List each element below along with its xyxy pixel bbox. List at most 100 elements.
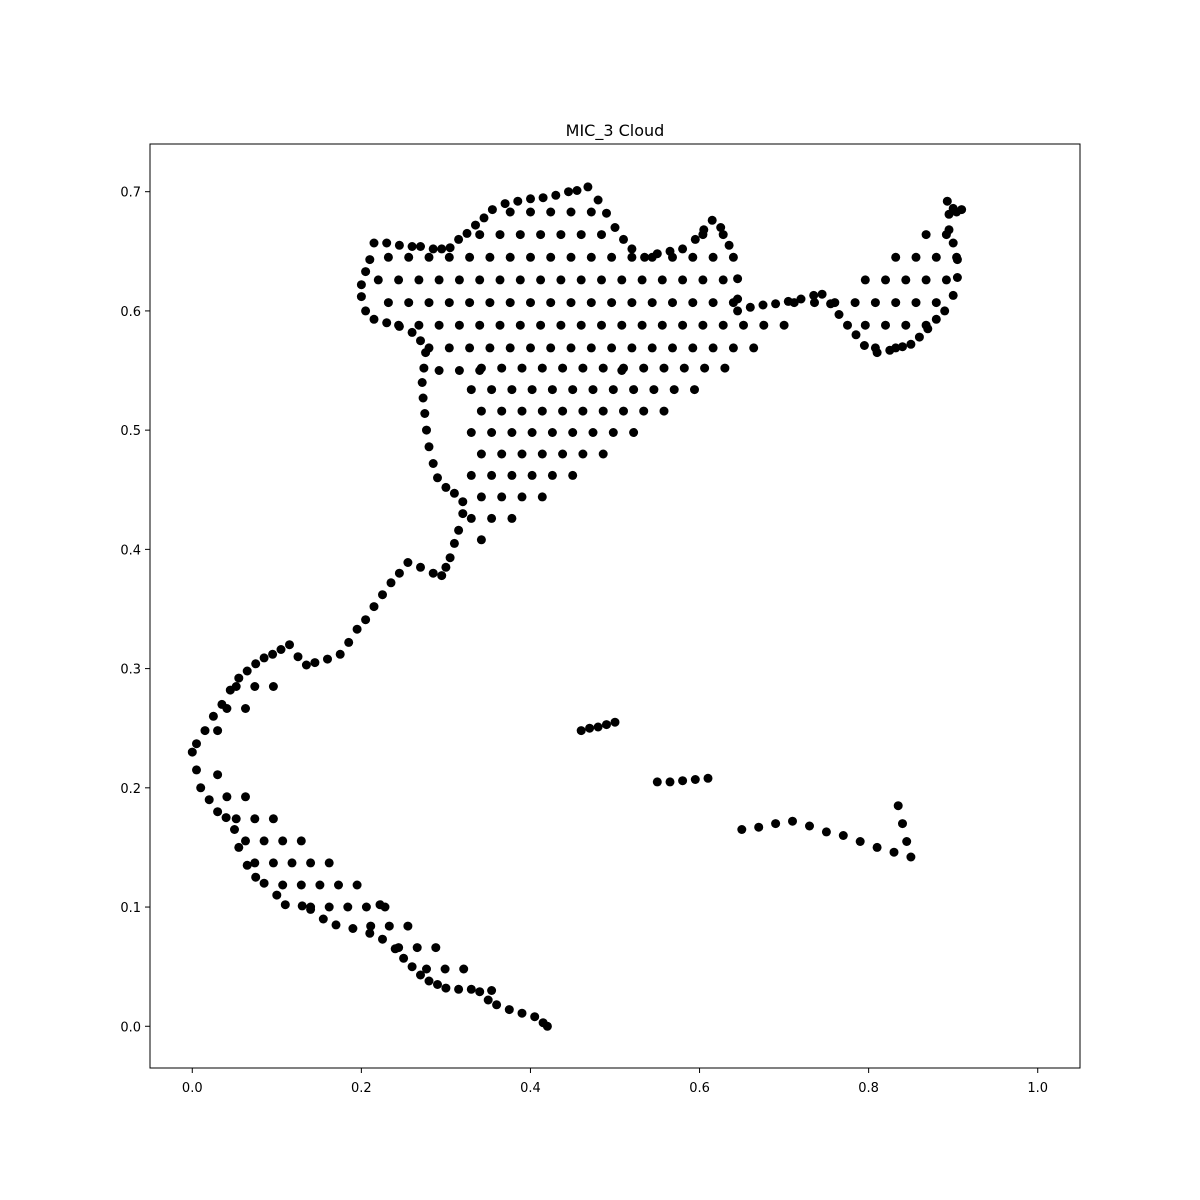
- data-point: [921, 230, 931, 240]
- data-point: [637, 320, 647, 330]
- data-point: [619, 406, 628, 416]
- data-point: [394, 568, 404, 578]
- data-point: [487, 385, 497, 395]
- data-point: [515, 320, 525, 330]
- data-point: [708, 343, 718, 353]
- data-point: [403, 558, 413, 567]
- data-point: [424, 976, 434, 986]
- data-point: [901, 320, 911, 330]
- data-point: [418, 393, 428, 403]
- data-point: [745, 302, 755, 312]
- y-tick-label: 0.3: [120, 663, 141, 678]
- data-point: [698, 320, 708, 330]
- data-point: [517, 449, 527, 459]
- data-point: [485, 252, 495, 262]
- data-point: [568, 470, 578, 480]
- data-point: [639, 363, 649, 373]
- y-tick-label: 0.1: [120, 901, 141, 916]
- data-point: [476, 492, 486, 502]
- data-point: [420, 409, 430, 418]
- data-point: [231, 814, 241, 824]
- data-point: [678, 320, 688, 330]
- data-point: [441, 562, 451, 572]
- data-point: [497, 363, 507, 373]
- data-point: [200, 726, 210, 736]
- data-point: [231, 682, 241, 691]
- data-point: [454, 320, 464, 330]
- data-point: [940, 306, 950, 316]
- data-point: [610, 717, 620, 727]
- data-point: [394, 943, 404, 953]
- data-point: [495, 275, 505, 285]
- data-point: [424, 343, 434, 353]
- data-point: [466, 984, 476, 994]
- data-point: [952, 252, 962, 262]
- data-point: [526, 252, 535, 262]
- data-point: [361, 306, 371, 316]
- data-point: [414, 320, 424, 330]
- data-point: [383, 298, 393, 308]
- data-point: [850, 298, 860, 308]
- data-point: [475, 366, 485, 375]
- data-point: [536, 320, 546, 330]
- data-point: [881, 320, 890, 330]
- x-tick-label: 0.0: [182, 1081, 203, 1096]
- data-point: [369, 238, 379, 248]
- data-point: [335, 649, 345, 659]
- data-point: [424, 298, 434, 308]
- data-point: [597, 320, 606, 330]
- data-point: [906, 339, 916, 349]
- data-point: [941, 275, 951, 285]
- data-point: [728, 343, 738, 353]
- data-point: [537, 406, 547, 416]
- data-point: [585, 723, 595, 733]
- data-point: [851, 330, 861, 340]
- data-point: [404, 252, 414, 262]
- data-point: [497, 406, 507, 416]
- data-point: [492, 1000, 502, 1010]
- data-point: [891, 252, 901, 262]
- data-point: [678, 776, 688, 786]
- data-point: [315, 880, 325, 890]
- data-point: [649, 385, 659, 395]
- data-point: [278, 836, 288, 846]
- data-point: [526, 343, 535, 353]
- data-point: [192, 765, 201, 775]
- data-point: [627, 244, 637, 254]
- y-tick-label: 0.0: [120, 1020, 141, 1035]
- data-point: [416, 336, 425, 346]
- data-point: [572, 186, 582, 195]
- data-point: [749, 343, 759, 353]
- data-point: [213, 770, 223, 780]
- data-point: [241, 792, 250, 802]
- data-point: [369, 602, 379, 612]
- data-point: [466, 470, 476, 480]
- data-point: [485, 343, 495, 353]
- data-point: [668, 252, 677, 262]
- data-point: [608, 428, 618, 437]
- data-point: [196, 783, 206, 793]
- data-point: [771, 819, 781, 829]
- data-point: [458, 497, 468, 507]
- data-point: [931, 314, 941, 324]
- data-point: [449, 538, 459, 548]
- data-point: [424, 252, 434, 262]
- data-point: [688, 343, 698, 353]
- data-point: [542, 1021, 552, 1031]
- data-point: [487, 428, 497, 437]
- data-point: [608, 385, 618, 395]
- data-point: [462, 228, 472, 238]
- data-point: [669, 385, 679, 395]
- data-point: [566, 207, 576, 217]
- data-point: [373, 275, 383, 285]
- data-point: [546, 298, 556, 308]
- data-point: [334, 880, 343, 890]
- data-point: [872, 842, 882, 852]
- data-point: [921, 320, 931, 330]
- data-point: [583, 182, 593, 192]
- data-point: [412, 943, 422, 953]
- data-point: [476, 535, 486, 545]
- data-point: [517, 406, 527, 416]
- data-point: [526, 207, 535, 217]
